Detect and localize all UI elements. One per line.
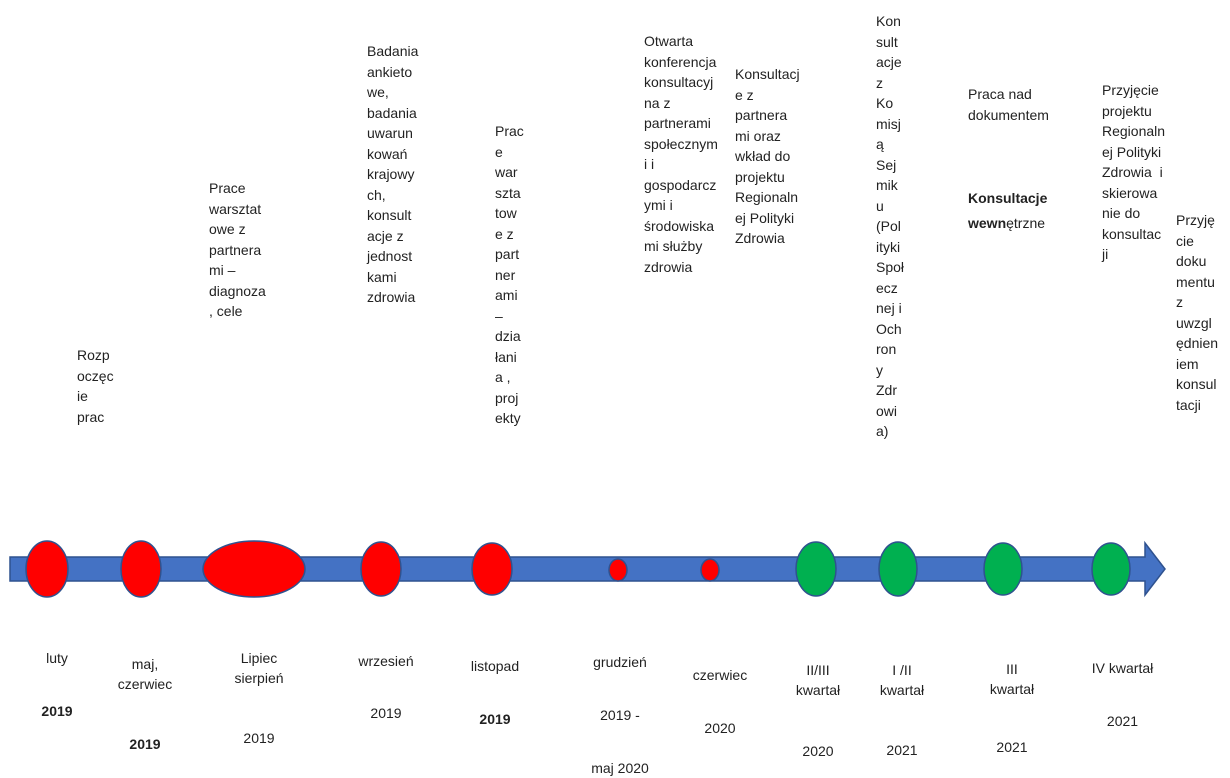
event-description-iii-kwartal-2021-c: wewnętrzne [968,213,1045,234]
date-year-2019-d: 2019 [370,705,402,721]
milestone-marker-czerwiec-2020 [700,558,720,582]
date-label-grudzien: grudzień [593,654,647,670]
date-label-listopad: listopad [470,658,520,674]
date-label-luty: luty [46,650,68,666]
date-year-2019-e: 2019 [479,711,511,727]
event-description-iv-kwartal-2021: Przyjęcie projektu Regionaln ej Polityki… [1102,82,1166,262]
label-etrzne: ętrzne [1006,215,1046,231]
milestone-marker-luty-2019 [25,540,69,598]
milestone-marker-listopad-2019 [471,542,513,596]
milestone-marker-iv-kwartal-2021 [1091,542,1131,596]
date-year-2020-a: 2020 [704,720,736,736]
date-label-iii-kwartal: III kwartał [989,661,1035,697]
milestone-marker-iii-kwartal-2021 [983,542,1023,596]
date-year-2019-c: 2019 [243,730,275,746]
date-label-czerwiec-2020: czerwiec [692,667,748,683]
event-description-luty-2019: Rozp oczęc ie prac [77,347,114,425]
date-year-2021-b: 2021 [996,739,1028,755]
date-label-ii-iii-kwartal: II/III kwartał [795,662,841,698]
event-description-wrzesien-2019: Badania ankieto we, badania uwarun kowań… [367,43,419,305]
event-description-iii-kwartal-2021-a: Praca nad dokumentem [968,86,1049,123]
event-description-i-ii-kwartal-2021: Kon sult acje z Ko misj ą Sej mik u (Pol… [876,13,905,439]
milestone-marker-maj-czerwiec-2019 [120,540,162,598]
date-year-2019-a: 2019 [41,703,73,719]
bold-label-konsultacje: Konsultacje [968,190,1048,206]
milestone-marker-lipiec-sierpien-2019 [202,540,306,598]
event-description-final: Przyję cie doku mentu z uwzgl ędnien iem… [1176,212,1219,413]
event-description-iii-kwartal-2021-b: Konsultacje [968,188,1047,209]
bold-label-wewn: wewn [968,215,1007,231]
event-description-maj-czerwiec-2019: Prace warsztat owe z partnera mi – diagn… [209,180,266,319]
event-description-listopad-2019: Prac e war szta tow e z part ner ami – d… [495,123,524,426]
date-year-2020-b: 2020 [802,743,834,759]
date-label-maj-czerwiec: maj, czerwiec [117,656,173,692]
date-label-iv-kwartal: IV kwartał [1091,660,1154,676]
date-label-lipiec-sierpien: Lipiec sierpień [234,650,284,686]
date-label-wrzesien: wrzesień [358,653,414,669]
date-year-2019-b: 2019 [129,736,161,752]
milestone-marker-ii-iii-kwartal-2020 [795,541,837,597]
date-year-2021-c: 2021 [1106,713,1139,729]
event-description-grudzien-2019: Otwarta konferencja konsultacyj na z par… [644,33,718,275]
date-range-2019: 2019 - [600,707,640,723]
date-label-i-ii-kwartal: I /II kwartał [879,662,925,698]
milestone-marker-i-ii-kwartal-2021 [878,541,918,597]
event-description-czerwiec-2020: Konsultacj e z partnera mi oraz wkład do… [735,66,800,246]
date-range-maj-2020: maj 2020 [591,760,649,776]
date-year-2021-a: 2021 [886,742,918,758]
milestone-marker-grudzien-2019-maj-2020 [608,558,628,582]
timeline-arrow [9,540,1166,598]
milestone-marker-wrzesien-2019 [360,541,402,597]
